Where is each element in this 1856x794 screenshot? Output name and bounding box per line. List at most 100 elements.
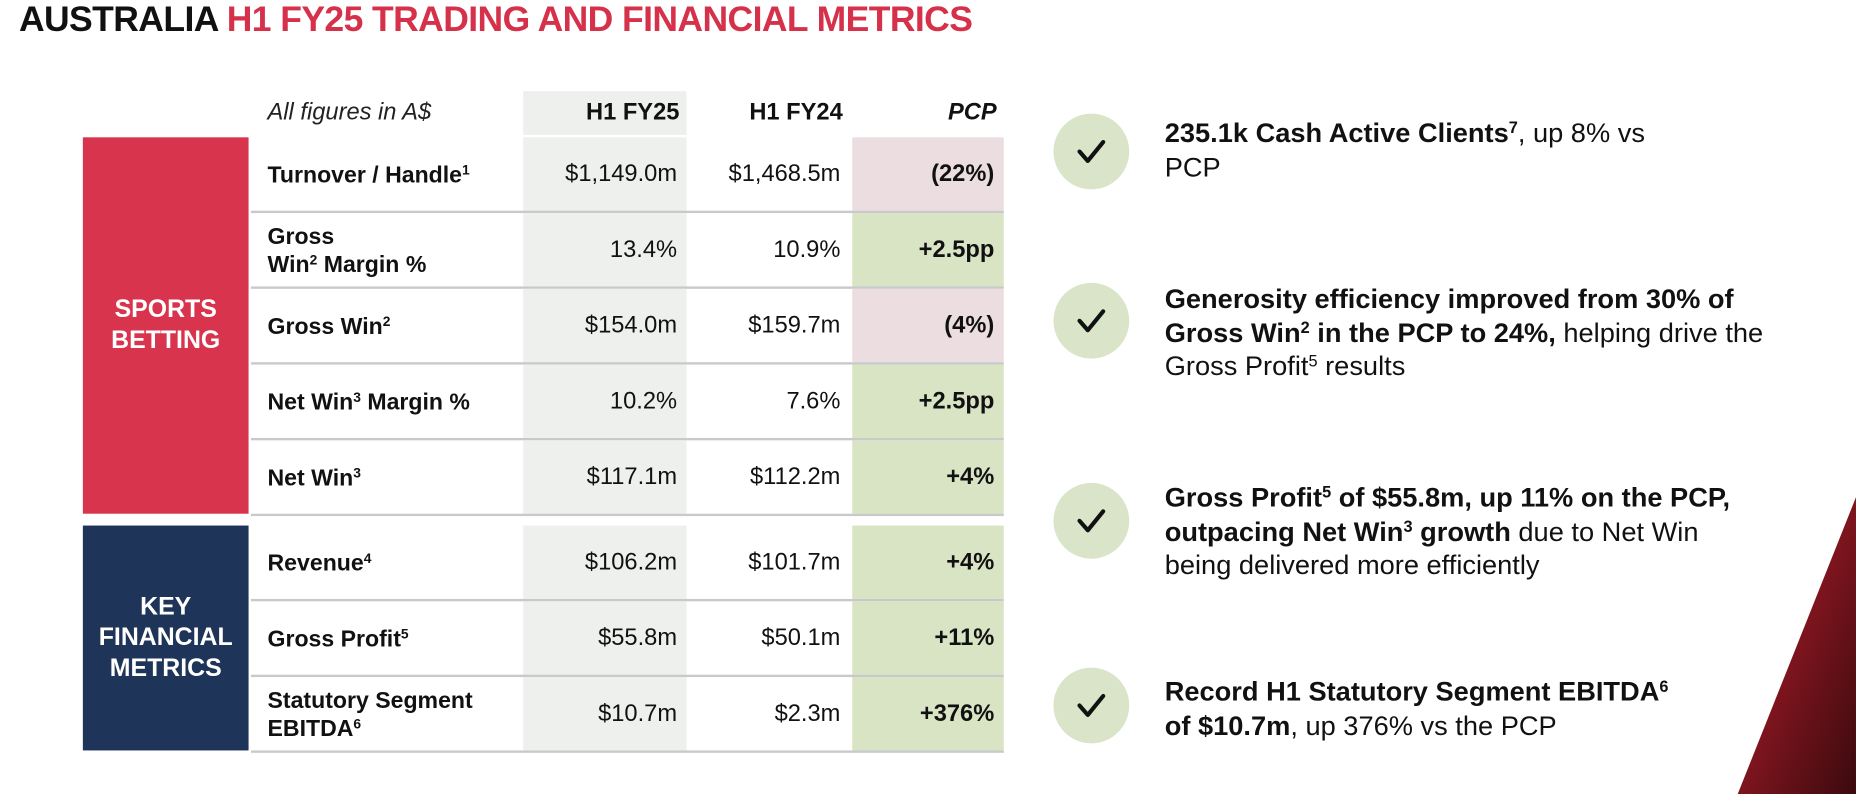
column-shade (523, 91, 687, 135)
value-cell: 10.9% (773, 236, 841, 263)
text-run: Margin % (317, 252, 427, 279)
row-divider (250, 286, 1004, 289)
text-run: Gross Profit (267, 626, 401, 653)
value-cell: $1,149.0m (523, 137, 687, 211)
text-run: Margin % (360, 389, 470, 416)
row-label-text: Revenue4 (268, 549, 372, 577)
row-label-text: Gross Win2 Margin % (268, 223, 427, 280)
value-cell: $10.7m (523, 677, 687, 751)
value-cell: $55.8m (523, 601, 687, 675)
column-header: H1 FY25 (585, 99, 680, 126)
text-run: Turnover / Handle (267, 162, 463, 189)
text-run: Generosity efficiency improved from 30% … (1164, 282, 1734, 348)
decoration-shape (1737, 497, 1856, 794)
row-divider (250, 362, 1004, 365)
value-cell: $112.2m (750, 463, 841, 490)
value-cell: $106.2m (523, 525, 687, 599)
value-cell: 10.2% (523, 364, 687, 438)
superscript: 2 (309, 252, 318, 269)
slide-title: AUSTRALIA H1 FY25 TRADING AND FINANCIAL … (18, 0, 973, 40)
superscript: 6 (1659, 677, 1669, 696)
row-label: Net Win3 Margin % (268, 365, 521, 441)
column-header: PCP (947, 99, 997, 126)
table-caption: All figures in A$ (267, 99, 432, 126)
row-label: Gross Win2 (268, 289, 521, 365)
check-badge (1053, 113, 1130, 190)
column-header: H1 FY24 (749, 99, 843, 126)
value-cell: $117.1m (523, 440, 687, 514)
highlight-text: Record H1 Statutory Segment EBITDA6 of $… (1165, 675, 1669, 742)
value-cell: $1,468.5m (728, 160, 841, 187)
corner-decoration (1737, 497, 1856, 794)
row-divider (250, 210, 1004, 214)
text-run: Net Win (267, 465, 354, 492)
highlight-text: 235.1k Cash Active Clients7, up 8% vs PC… (1165, 116, 1645, 183)
text-run: Net Win (267, 389, 354, 416)
text-run: Revenue (267, 550, 364, 577)
text-run: Gross Win (267, 223, 335, 279)
row-divider (250, 598, 1004, 602)
row-label-text: Gross Profit5 (268, 625, 409, 653)
row-label: Gross Profit5 (268, 601, 521, 677)
row-label-text: Net Win3 (268, 464, 361, 492)
row-divider (250, 437, 1004, 441)
value-cell: +4% (852, 525, 1004, 599)
check-icon (1077, 309, 1106, 333)
title-lead: AUSTRALIA (18, 0, 218, 40)
text-run: of $10.7m (1164, 709, 1291, 741)
group-label: SPORTS BETTING (82, 137, 249, 514)
superscript: 1 (462, 162, 470, 179)
superscript: 5 (400, 626, 409, 643)
highlight-text: Gross Profit5 of $55.8m, up 11% on the P… (1165, 481, 1730, 582)
row-divider (250, 750, 1004, 753)
row-label: Gross Win2 Margin % (268, 213, 521, 289)
text-run: Statutory Segment EBITDA (267, 687, 473, 743)
value-cell: 13.4% (523, 213, 687, 287)
superscript: 6 (353, 716, 362, 733)
value-cell: +2.5pp (852, 364, 1004, 438)
superscript: 5 (1308, 352, 1318, 370)
value-cell: +2.5pp (852, 213, 1004, 287)
text-run: results (1317, 350, 1406, 382)
value-cell: $101.7m (748, 548, 841, 575)
superscript: 3 (1403, 517, 1413, 535)
check-badge (1053, 282, 1130, 359)
text-run: Gross Win (267, 313, 383, 340)
value-cell: +4% (852, 440, 1004, 514)
text-run: , up 8% vs PCP (1164, 117, 1645, 182)
check-icon (1077, 139, 1106, 164)
text-run: helping drive the Gross Profit (1164, 316, 1764, 382)
value-cell: $50.1m (761, 624, 841, 651)
value-cell: (4%) (852, 288, 1004, 363)
text-run: growth (1412, 515, 1511, 547)
value-cell: $159.7m (748, 311, 841, 338)
text-run: of $55.8m, up 11% on the PCP, outpacing … (1164, 481, 1731, 547)
row-label-text: Gross Win2 (268, 312, 391, 340)
superscript: 3 (353, 390, 361, 406)
text-run: , up 376% vs the PCP (1290, 709, 1557, 741)
check-icon (1077, 693, 1106, 718)
value-cell: $2.3m (774, 700, 841, 727)
title-highlight: H1 FY25 TRADING AND FINANCIAL METRICS (226, 0, 973, 40)
row-label-text: Net Win3 Margin % (268, 388, 470, 416)
text-run: due to Net Win being delivered more effi… (1164, 515, 1699, 580)
value-cell: (22%) (852, 137, 1004, 211)
group-label: KEY FINANCIAL METRICS (82, 525, 249, 751)
text-run: in the PCP to 24%, (1309, 316, 1556, 348)
row-divider (250, 513, 1004, 517)
value-cell: 7.6% (786, 387, 841, 414)
row-label: Turnover / Handle1 (268, 137, 521, 213)
value-cell: +11% (852, 601, 1004, 675)
superscript: 2 (382, 314, 391, 330)
value-cell: $154.0m (523, 288, 687, 363)
text-run: 235.1k Cash Active Clients (1164, 117, 1509, 148)
row-label-text: Statutory Segment EBITDA6 (268, 687, 473, 744)
superscript: 2 (1300, 318, 1310, 337)
row-divider (250, 674, 1004, 678)
value-cell: +376% (852, 677, 1004, 751)
superscript: 3 (353, 465, 361, 482)
superscript: 4 (363, 551, 372, 567)
row-label: Statutory Segment EBITDA6 (268, 677, 521, 753)
text-run: Gross Profit (1164, 481, 1323, 513)
